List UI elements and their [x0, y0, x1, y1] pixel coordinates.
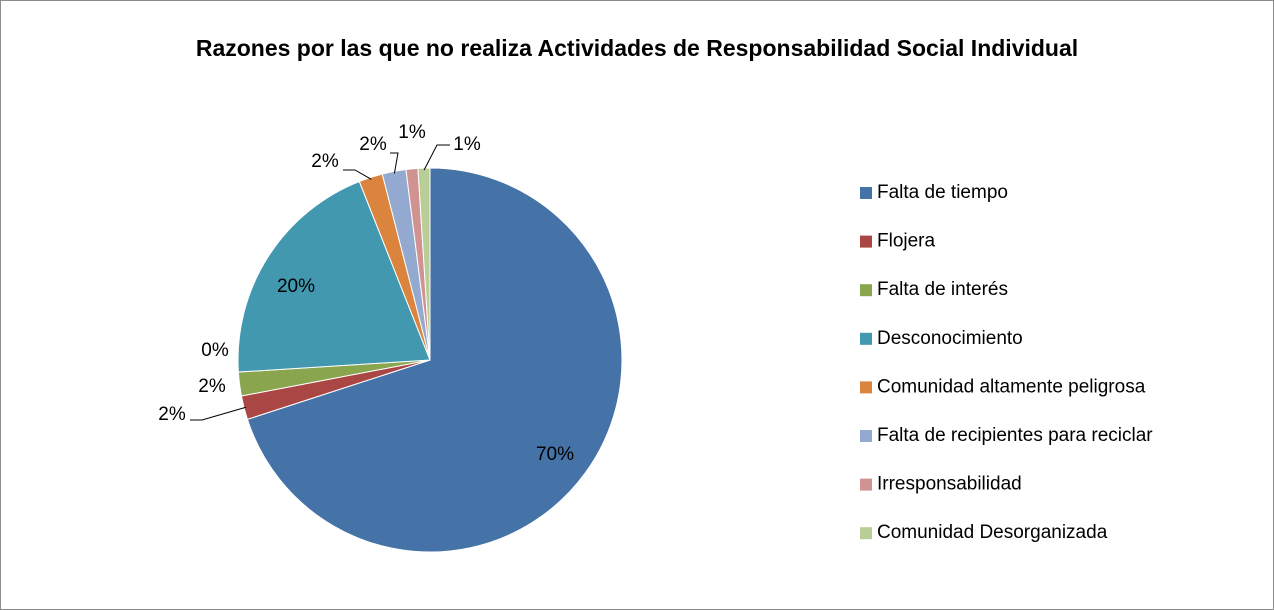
data-label: 70% — [536, 444, 574, 465]
leader-line — [343, 169, 372, 180]
legend-swatch — [860, 430, 872, 442]
leader-line — [423, 144, 450, 171]
leader-line — [190, 406, 247, 421]
data-label: 20% — [277, 276, 315, 297]
legend-swatch — [860, 478, 872, 491]
legend-label: Comunidad altamente peligrosa — [877, 376, 1146, 397]
legend-label: Flojera — [877, 231, 936, 252]
pie-slice — [417, 167, 431, 361]
legend-label: Falta de recipientes para reciclar — [877, 425, 1153, 446]
legend-label: Irresponsabilidad — [877, 474, 1022, 495]
legend-swatch — [860, 527, 872, 540]
legend-swatch — [860, 381, 872, 394]
legend-swatch — [860, 187, 872, 199]
legend-swatch — [860, 284, 872, 297]
data-label: 2% — [311, 151, 339, 172]
leader-line — [390, 152, 399, 174]
legend-label: Comunidad Desorganizada — [877, 522, 1108, 543]
pie-slice — [237, 180, 431, 373]
pie-slice — [246, 167, 623, 553]
data-label: 2% — [198, 376, 226, 397]
data-label: 2% — [359, 134, 387, 155]
legend-swatch — [860, 235, 872, 248]
data-label: 2% — [158, 404, 186, 425]
chart-title: Razones por las que no realiza Actividad… — [195, 35, 1079, 61]
data-label: 0% — [201, 340, 229, 361]
legend-label: Desconocimiento — [877, 328, 1023, 349]
data-label: 1% — [453, 134, 481, 155]
data-label: 1% — [398, 122, 426, 143]
legend-swatch — [860, 332, 872, 345]
legend-label: Falta de tiempo — [877, 182, 1008, 203]
legend-label: Falta de interés — [877, 279, 1008, 300]
